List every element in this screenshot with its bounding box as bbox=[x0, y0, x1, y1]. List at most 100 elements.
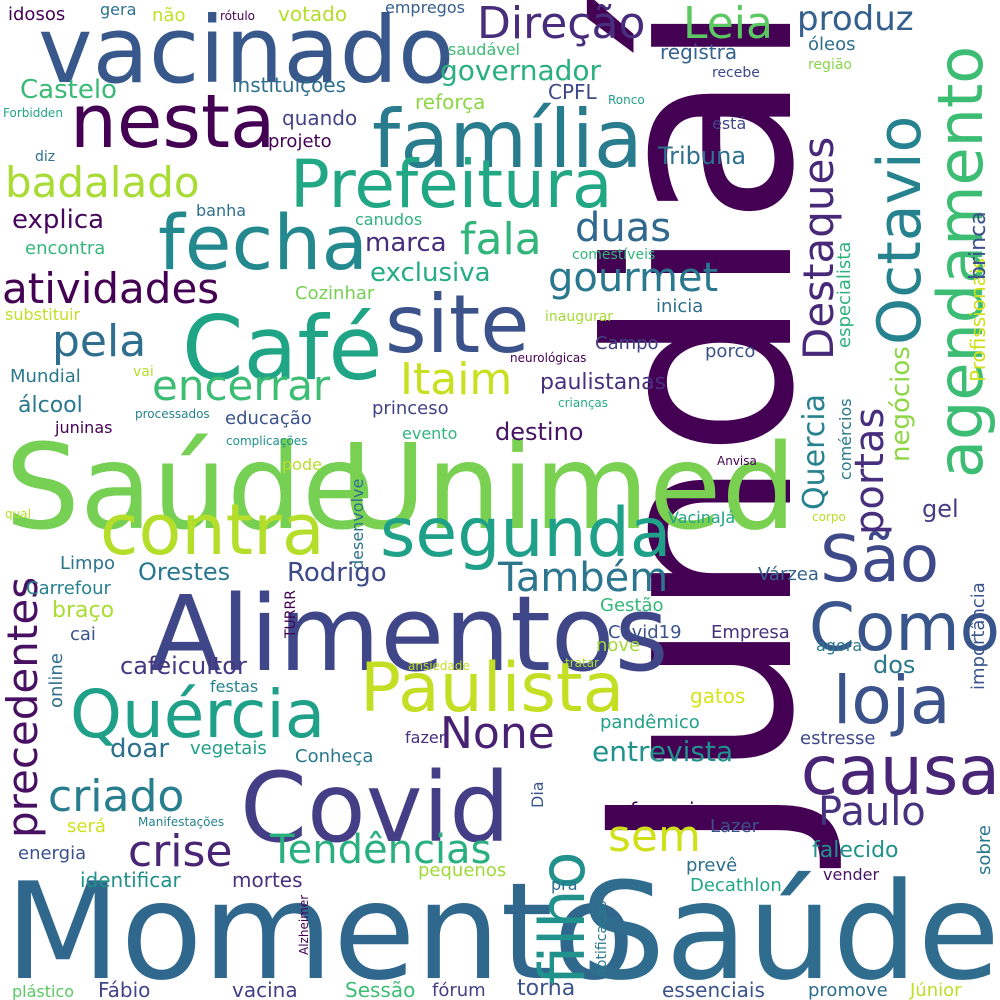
word-cloud-word: fecha bbox=[158, 198, 369, 287]
word-cloud-word: gel bbox=[922, 495, 959, 523]
word-cloud-word: Octavio bbox=[865, 115, 935, 345]
word-cloud-word: Castelo bbox=[20, 75, 117, 105]
word-cloud-word: Júnior bbox=[910, 980, 962, 1000]
word-cloud-word: Conheça bbox=[295, 746, 374, 767]
word-cloud-word: votado bbox=[278, 2, 348, 26]
word-cloud-word: Rodrigo bbox=[287, 558, 387, 588]
word-cloud-word: fórum bbox=[432, 980, 486, 1000]
word-cloud-word: corpo bbox=[812, 510, 846, 524]
word-cloud-word: fala bbox=[460, 214, 542, 265]
word-cloud-word: projeto bbox=[268, 131, 332, 152]
word-cloud-word: Unimed bbox=[340, 418, 797, 556]
word-cloud-word: pandêmico bbox=[600, 712, 700, 733]
word-cloud-word: rótulo bbox=[220, 9, 255, 23]
word-cloud-word: pode bbox=[282, 455, 322, 474]
word-cloud-word: Quercia bbox=[797, 394, 832, 510]
word-cloud-word: segunda bbox=[380, 494, 672, 573]
word-cloud-word: energia bbox=[18, 843, 87, 864]
word-cloud-word: será bbox=[67, 816, 106, 837]
word-cloud-word: falecido bbox=[812, 838, 899, 863]
word-cloud-word: Prefeitura bbox=[290, 146, 613, 223]
word-cloud-word: Campo bbox=[595, 333, 659, 354]
word-cloud-word: reforça bbox=[415, 90, 486, 114]
word-cloud-word: nove bbox=[596, 635, 641, 656]
word-cloud-word: família bbox=[372, 93, 643, 186]
word-cloud-word: CPFL bbox=[548, 80, 597, 104]
word-cloud-word: governador bbox=[440, 54, 602, 87]
word-cloud-word: Covid19 bbox=[608, 622, 682, 643]
word-cloud-word: Leia bbox=[683, 0, 773, 49]
word-cloud-word: importância bbox=[968, 582, 989, 690]
word-cloud-word: dos bbox=[873, 651, 916, 679]
word-cloud-word: crianças bbox=[558, 396, 609, 410]
word-cloud-word: Dia bbox=[528, 781, 547, 808]
word-cloud-word: festas bbox=[210, 677, 259, 696]
word-cloud-word: Tribuna bbox=[658, 142, 747, 170]
word-cloud-word: mortes bbox=[232, 868, 303, 892]
word-cloud-word: TURRR bbox=[283, 590, 299, 638]
word-cloud-word: Sessão bbox=[345, 978, 416, 1000]
word-cloud-word: encerrar bbox=[152, 361, 331, 410]
word-cloud-word: empregos bbox=[385, 0, 465, 17]
word-cloud-word: Orestes bbox=[138, 558, 231, 586]
word-cloud-word: região bbox=[808, 57, 852, 73]
word-cloud-word: entrevista bbox=[592, 735, 734, 768]
word-cloud-word: juninas bbox=[55, 418, 113, 437]
word-cloud-word: sobre bbox=[974, 825, 995, 875]
word-cloud-word: enfermeira bbox=[605, 798, 716, 822]
word-cloud-word: Limpo bbox=[60, 553, 116, 574]
word-cloud-word: comestíveis bbox=[572, 247, 656, 263]
word-cloud-word: exclusiva bbox=[370, 258, 491, 288]
word-cloud-word: neurológicas bbox=[510, 351, 587, 365]
word-cloud-word: estresse bbox=[800, 728, 876, 749]
word-cloud-word: nesta bbox=[70, 79, 276, 165]
word-cloud-word: pequenos bbox=[418, 860, 507, 881]
word-cloud-word: brinca bbox=[966, 211, 991, 280]
word-cloud-word: Café bbox=[182, 297, 383, 400]
word-cloud-word: badalado bbox=[5, 158, 200, 207]
word-cloud-word: complicações bbox=[226, 434, 308, 448]
word-cloud-word: loja bbox=[833, 662, 951, 739]
word-cloud-word: Ronco bbox=[608, 93, 645, 107]
word-cloud-word: precedentes bbox=[0, 576, 47, 838]
word-cloud-word: Cozinhar bbox=[295, 283, 375, 304]
word-cloud-word: vacinado bbox=[38, 0, 455, 104]
word-cloud-word: pra bbox=[551, 875, 578, 894]
word-cloud-word: álcool bbox=[18, 393, 83, 418]
word-cloud-word: substituir bbox=[5, 305, 81, 324]
word-cloud-word: comércios bbox=[836, 398, 855, 480]
word-cloud-word: educação bbox=[225, 408, 312, 429]
word-cloud-word: essenciais bbox=[662, 978, 765, 1000]
word-cloud-word: vai bbox=[133, 364, 154, 380]
word-cloud-word: promove bbox=[808, 980, 888, 1000]
word-cloud-word: atividades bbox=[2, 264, 220, 313]
word-cloud-word: registra bbox=[660, 40, 738, 64]
word-cloud-word: ansiedade bbox=[408, 659, 470, 673]
word-cloud-word: marca bbox=[365, 228, 447, 258]
word-cloud-word: Paulista bbox=[360, 649, 625, 728]
word-cloud-word: não bbox=[152, 5, 186, 26]
word-cloud-word: criado bbox=[48, 771, 185, 822]
word-cloud-word: doar bbox=[110, 734, 170, 764]
word-cloud-word: braço bbox=[52, 598, 115, 623]
word-cloud-word: inaugurar bbox=[545, 309, 614, 325]
word-cloud-word: qual bbox=[5, 507, 31, 521]
word-cloud-word: Várzea bbox=[758, 564, 819, 585]
word-cloud-word: está bbox=[712, 114, 747, 133]
word-cloud-word: Também bbox=[498, 555, 669, 601]
word-cloud-word: Tendências bbox=[270, 827, 492, 873]
word-cloud-word: negócios bbox=[886, 346, 916, 462]
word-cloud-word: Saúde bbox=[580, 854, 1000, 1000]
word-cloud-word: Gestão bbox=[600, 595, 664, 616]
word-cloud-word: recebe bbox=[712, 65, 760, 81]
word-cloud-word: Direção bbox=[477, 0, 646, 49]
word-cloud-word: torna bbox=[517, 976, 576, 1000]
word-cloud-word: quando bbox=[282, 106, 358, 130]
word-cloud-word: Forbidden bbox=[3, 106, 63, 120]
word-cloud-word: idosos bbox=[8, 4, 66, 25]
word-cloud-word: produz bbox=[797, 0, 914, 39]
word-cloud-word: cafeicultor bbox=[120, 652, 247, 680]
word-cloud-word: Carrefour bbox=[26, 578, 111, 599]
word-cloud-word: gera bbox=[100, 0, 137, 19]
